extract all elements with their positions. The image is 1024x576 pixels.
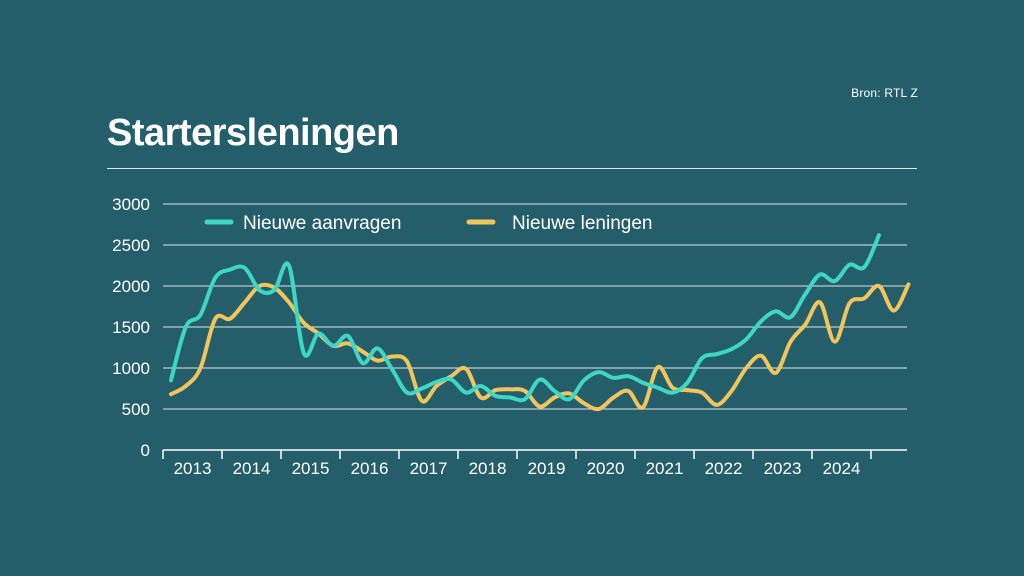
chart-title: Startersleningen [107, 112, 399, 154]
x-tick-label: 2018 [469, 459, 507, 478]
legend: Nieuwe aanvragen Nieuwe leningen [204, 213, 653, 234]
source-label: Bron: RTL Z [851, 86, 918, 100]
y-tick-label: 1500 [112, 318, 150, 337]
x-tick-label: 2024 [823, 459, 861, 478]
y-tick-label: 2000 [112, 277, 150, 296]
x-tick-label: 2017 [410, 459, 448, 478]
x-tick-label: 2021 [646, 459, 684, 478]
x-tick-label: 2016 [351, 459, 389, 478]
y-tick-label: 3000 [112, 195, 150, 214]
x-axis-labels: 2013 2014 2015 2016 2017 2018 2019 2020 2021 2022… [174, 459, 861, 478]
y-tick-label: 0 [141, 441, 150, 460]
title-divider [107, 168, 917, 169]
x-tick-label: 2015 [292, 459, 330, 478]
x-tick-label: 2022 [705, 459, 743, 478]
series-line-aanvragen [169, 233, 881, 403]
x-tick-label: 2014 [233, 459, 271, 478]
legend-label-leningen: Nieuwe leningen [512, 213, 653, 234]
x-axis [162, 449, 907, 459]
x-tick-label: 2020 [587, 459, 625, 478]
y-tick-label: 500 [122, 400, 150, 419]
series-lines [169, 233, 911, 412]
y-axis-labels: 0 500 1000 1500 2000 2500 3000 [112, 195, 150, 460]
series-line-leningen [169, 282, 911, 412]
gridlines [163, 203, 907, 410]
x-tick-label: 2023 [764, 459, 802, 478]
x-tick-label: 2013 [174, 459, 212, 478]
y-tick-label: 2500 [112, 236, 150, 255]
y-tick-label: 1000 [112, 359, 150, 378]
legend-label-aanvragen: Nieuwe aanvragen [243, 213, 401, 234]
x-tick-label: 2019 [528, 459, 566, 478]
